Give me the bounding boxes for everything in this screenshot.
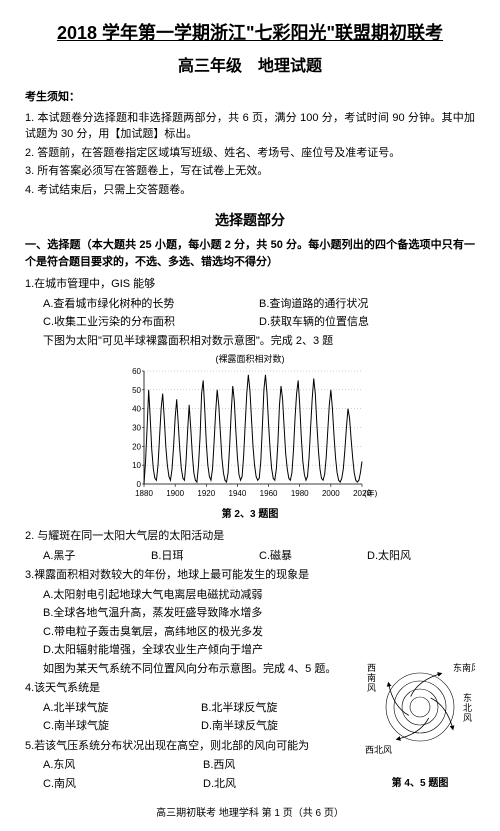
q3-optC: C.带电粒子轰击臭氧层，高纬地区的极光多发 (43, 624, 475, 641)
q5-optC: C.南风 (43, 776, 203, 793)
svg-text:西北风: 西北风 (365, 745, 392, 755)
q2-options: A.黑子 B.日珥 C.磁暴 D.太阳风 (43, 548, 475, 565)
wind-fig-label: 第 4、5 题图 (365, 776, 475, 791)
q2-optA: A.黑子 (43, 548, 151, 565)
svg-text:1960: 1960 (260, 489, 278, 498)
q1-optC: C.收集工业污染的分布面积 (43, 314, 259, 331)
q3-optB: B.全球各地气温升高，蒸发旺盛导致降水增多 (43, 605, 475, 622)
q4-optB: B.北半球反气旋 (201, 700, 359, 717)
wind-svg: 东南风东北风西北风 西南风 (365, 657, 475, 757)
svg-text:60: 60 (132, 367, 141, 376)
q1-options-row1: A.查看城市绿化树种的长势 B.查询道路的通行状况 (43, 296, 475, 313)
svg-text:1940: 1940 (229, 489, 247, 498)
q5-optD: D.北风 (203, 776, 363, 793)
chart-fig-label: 第 2、3 题图 (25, 507, 475, 522)
q4-optA: A.北半球气旋 (43, 700, 201, 717)
page-footer: 高三期初联考 地理学科 第 1 页（共 6 页） (25, 806, 475, 821)
sunspot-chart: (裸露面积相对数) 0 10 20 30 40 50 60 1880 1900 1920 1940 1… (120, 353, 380, 503)
q1-optD: D.获取车辆的位置信息 (259, 314, 475, 331)
q1-optA: A.查看城市绿化树种的长势 (43, 296, 259, 313)
svg-text:40: 40 (132, 404, 141, 413)
notice-2: 2. 答题前，在答题卷指定区域填写班级、姓名、考场号、座位号及准考证号。 (25, 145, 475, 162)
q4-options-row2: C.南半球气旋 D.南半球反气旋 (43, 718, 359, 735)
svg-text:1900: 1900 (166, 489, 184, 498)
svg-text:1920: 1920 (197, 489, 215, 498)
wind-diagram: 东南风东北风西北风 西南风 (365, 657, 475, 757)
q1-text: 1.在城市管理中，GIS 能够 (25, 276, 475, 293)
notice-3: 3. 所有答案必须写在答题卷上，写在试卷上无效。 (25, 163, 475, 180)
svg-text:30: 30 (132, 423, 141, 432)
svg-text:(年): (年) (364, 488, 378, 498)
q3-text: 3.裸露面积相对数较大的年份，地球上最可能发生的现象是 (25, 567, 475, 584)
q3-optA: A.太阳射电引起地球大气电离层电磁扰动减弱 (43, 587, 475, 604)
svg-text:50: 50 (132, 385, 141, 394)
q5-options-row2: C.南风 D.北风 (43, 776, 363, 793)
svg-text:0: 0 (137, 480, 142, 489)
q5-optB: B.西风 (203, 757, 363, 774)
q2-optB: B.日珥 (151, 548, 259, 565)
chart-context: 下图为太阳"可见半球裸露面积相对数示意图"。完成 2、3 题 (43, 333, 475, 350)
q2-optD: D.太阳风 (367, 548, 475, 565)
title-sub: 高三年级 地理试题 (25, 55, 475, 79)
svg-text:1880: 1880 (135, 489, 153, 498)
svg-text:2000: 2000 (322, 489, 340, 498)
notice-1: 1. 本试题卷分选择题和非选择题两部分，共 6 页，满分 100 分，考试时间 … (25, 110, 475, 143)
title-main: 2018 学年第一学期浙江"七彩阳光"联盟期初联考 (25, 20, 475, 47)
q5-options-row1: A.东风 B.西风 (43, 757, 363, 774)
section-instructions: 一、选择题（本大题共 25 小题，每小题 2 分，共 50 分。每小题列出的四个… (25, 237, 475, 270)
q5-optA: A.东风 (43, 757, 203, 774)
svg-text:东北风: 东北风 (463, 692, 472, 723)
q1-optB: B.查询道路的通行状况 (259, 296, 475, 313)
svg-text:20: 20 (132, 442, 141, 451)
section-heading: 选择题部分 (25, 210, 475, 231)
chart-subtitle: (裸露面积相对数) (120, 353, 380, 367)
notice-heading: 考生须知： (25, 89, 475, 106)
q4-optC: C.南半球气旋 (43, 718, 201, 735)
chart-svg: 0 10 20 30 40 50 60 1880 1900 1920 1940 1960 1980 200… (120, 367, 380, 502)
svg-text:东南风: 东南风 (453, 662, 475, 673)
notice-4: 4. 考试结束后，只需上交答题卷。 (25, 182, 475, 199)
svg-text:10: 10 (132, 461, 141, 470)
q4-optD: D.南半球反气旋 (201, 718, 359, 735)
q1-options-row2: C.收集工业污染的分布面积 D.获取车辆的位置信息 (43, 314, 475, 331)
svg-text:西南风: 西南风 (367, 663, 376, 693)
q4-options-row1: A.北半球气旋 B.北半球反气旋 (43, 700, 359, 717)
q2-text: 2. 与耀斑在同一太阳大气层的太阳活动是 (25, 528, 475, 545)
svg-text:1980: 1980 (291, 489, 309, 498)
q2-optC: C.磁暴 (259, 548, 367, 565)
page: 2018 学年第一学期浙江"七彩阳光"联盟期初联考 高三年级 地理试题 考生须知… (0, 0, 500, 831)
